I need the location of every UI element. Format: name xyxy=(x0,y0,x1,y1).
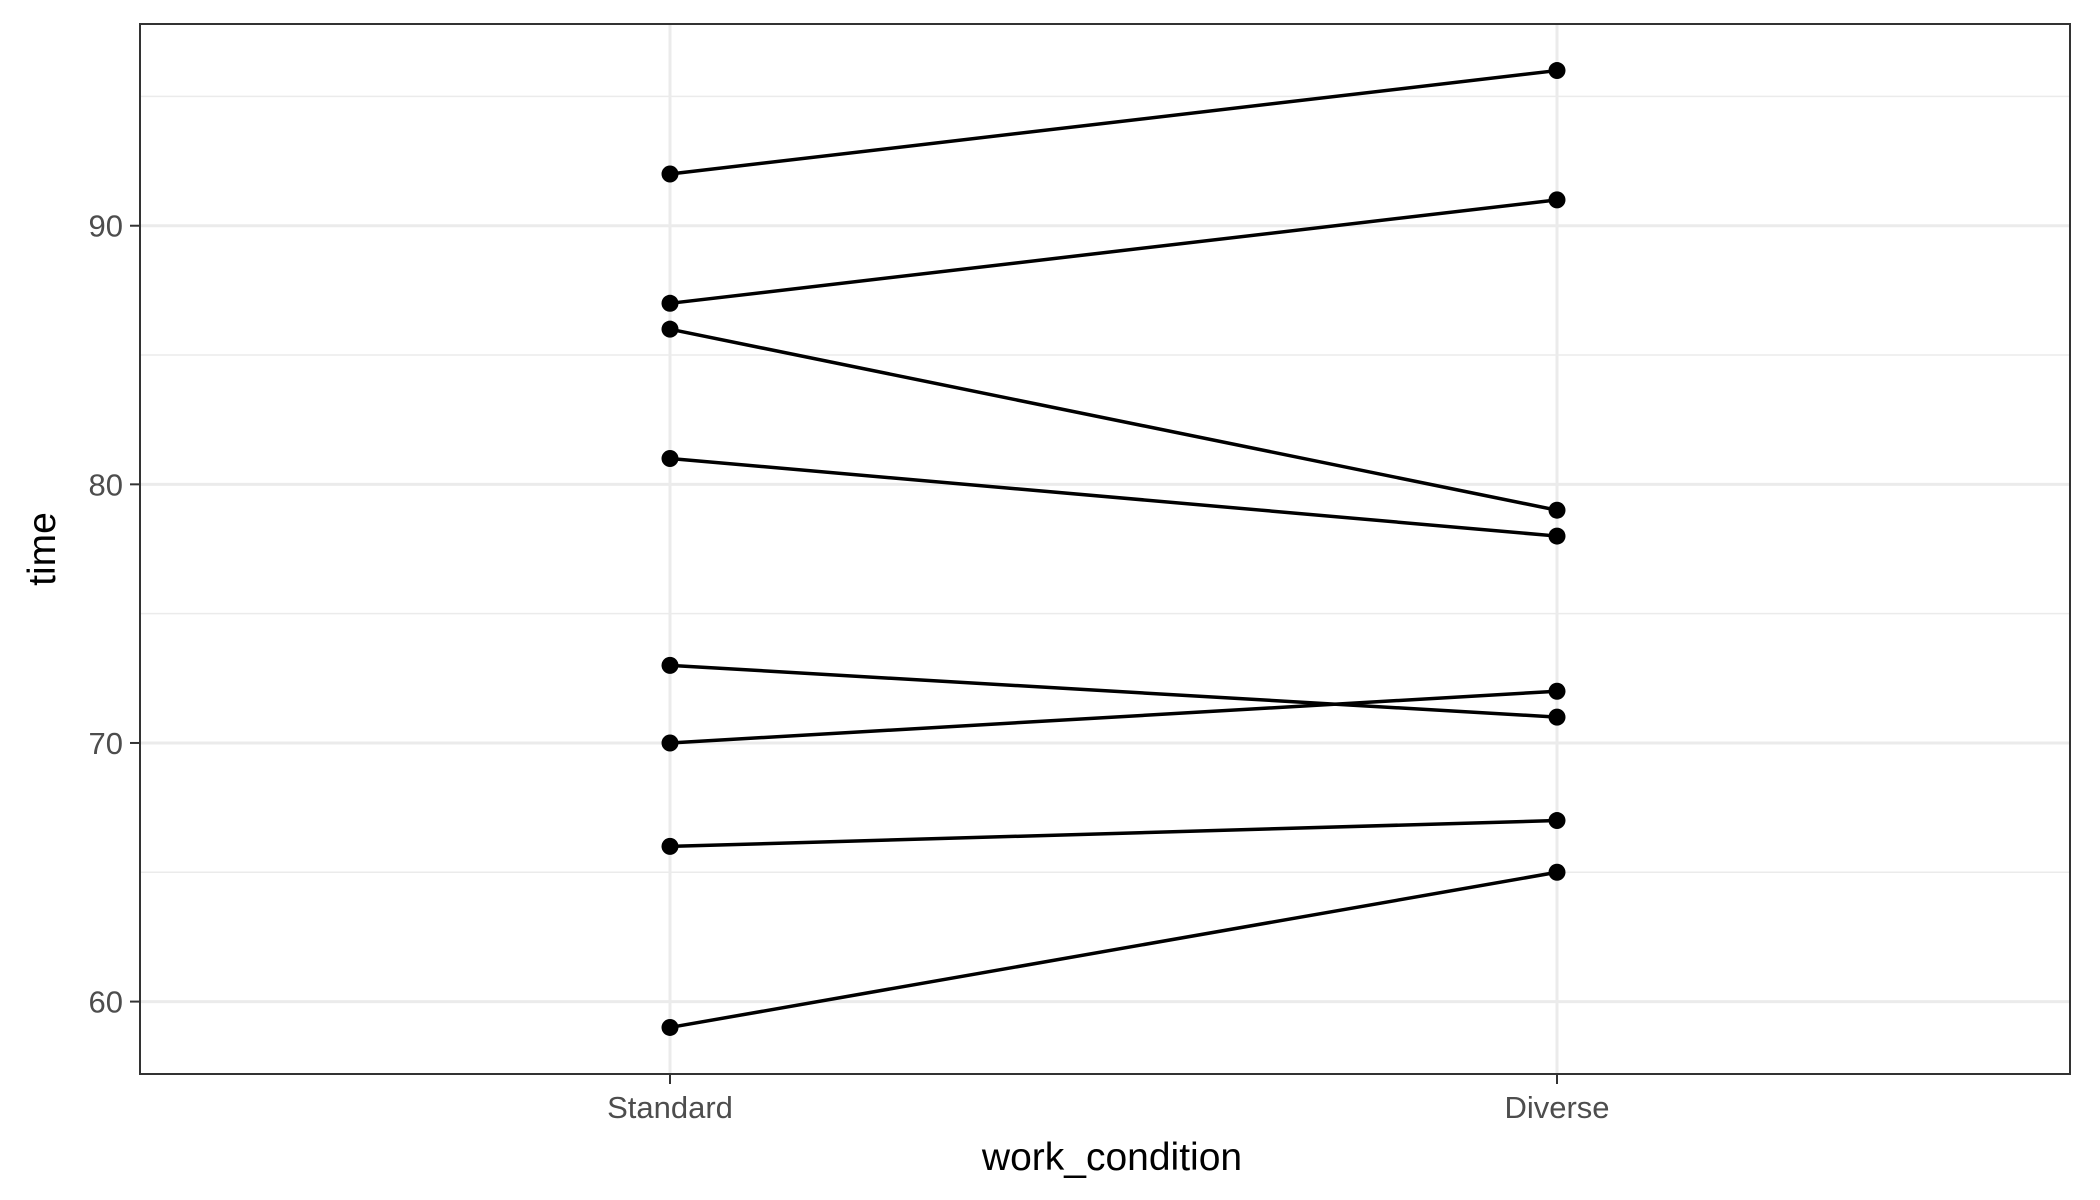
y-tick-label: 80 xyxy=(89,467,123,502)
grid xyxy=(140,24,2070,1074)
y-tick-label: 70 xyxy=(89,726,123,761)
data-point-3-standard xyxy=(661,320,679,338)
data-point-8-diverse xyxy=(1548,863,1566,881)
data-point-8-standard xyxy=(661,1018,679,1036)
series-line-1 xyxy=(669,68,1558,176)
series-line-3 xyxy=(669,327,1558,512)
series-lines xyxy=(669,68,1558,1030)
data-point-2-standard xyxy=(661,294,679,312)
series-line-8 xyxy=(669,870,1558,1030)
series-points xyxy=(661,62,1566,1036)
x-tick-label-standard: Standard xyxy=(607,1090,733,1125)
y-tick-label: 60 xyxy=(89,985,123,1020)
y-tick-label: 90 xyxy=(89,209,123,244)
panel-border xyxy=(139,23,2071,1075)
y-axis-title: time xyxy=(21,512,64,586)
series-line-4 xyxy=(669,456,1558,538)
series-line-7 xyxy=(669,818,1558,849)
data-point-2-diverse xyxy=(1548,191,1566,209)
axes: 60 70 80 90 Standard Diverse xyxy=(89,209,1610,1125)
data-point-1-diverse xyxy=(1548,62,1566,80)
data-point-1-standard xyxy=(661,165,679,183)
x-axis-title: work_condition xyxy=(981,1136,1242,1179)
data-point-4-diverse xyxy=(1548,527,1566,545)
data-point-5-standard xyxy=(661,656,679,674)
data-point-5-diverse xyxy=(1548,708,1566,726)
x-tick-label-diverse: Diverse xyxy=(1504,1090,1609,1125)
data-point-6-standard xyxy=(661,734,679,752)
data-point-7-standard xyxy=(661,837,679,855)
data-point-4-standard xyxy=(661,449,679,467)
series-line-5 xyxy=(669,663,1558,719)
series-line-6 xyxy=(669,689,1558,745)
data-point-6-diverse xyxy=(1548,682,1566,700)
data-point-3-diverse xyxy=(1548,501,1566,519)
data-point-7-diverse xyxy=(1548,812,1566,830)
series-line-2 xyxy=(669,198,1558,306)
